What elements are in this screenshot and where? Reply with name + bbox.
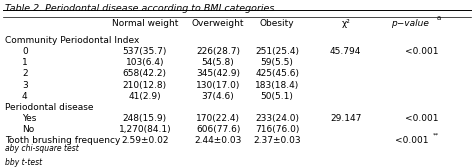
Text: 248(15.9): 248(15.9) (123, 114, 167, 123)
Text: Tooth brushing frequency: Tooth brushing frequency (5, 136, 121, 145)
Text: Table 2. Periodontal disease according to BMI categories: Table 2. Periodontal disease according t… (5, 4, 275, 13)
Text: 50(5.1): 50(5.1) (261, 92, 293, 101)
Text: 37(4.6): 37(4.6) (202, 92, 235, 101)
Text: Overweight: Overweight (192, 19, 244, 28)
Text: 183(18.4): 183(18.4) (255, 81, 299, 90)
Text: 226(28.7): 226(28.7) (196, 47, 240, 56)
Text: a: a (437, 15, 441, 21)
Text: 29.147: 29.147 (330, 114, 361, 123)
Text: p−value: p−value (391, 19, 428, 28)
Text: Community Periodontal Index: Community Periodontal Index (5, 36, 140, 45)
Text: 658(42.2): 658(42.2) (123, 69, 167, 78)
Text: 3: 3 (22, 81, 27, 90)
Text: 41(2.9): 41(2.9) (128, 92, 161, 101)
Text: <0.001: <0.001 (395, 136, 428, 145)
Text: **: ** (432, 132, 438, 137)
Text: 103(6.4): 103(6.4) (126, 58, 164, 67)
Text: Normal weight: Normal weight (112, 19, 178, 28)
Text: 345(42.9): 345(42.9) (196, 69, 240, 78)
Text: 59(5.5): 59(5.5) (261, 58, 293, 67)
Text: 2.59±0.02: 2.59±0.02 (121, 136, 169, 145)
Text: 45.794: 45.794 (330, 47, 361, 56)
Text: Obesity: Obesity (260, 19, 294, 28)
Text: 4: 4 (22, 92, 27, 101)
Text: aby chi-square test: aby chi-square test (5, 143, 79, 152)
Text: No: No (22, 125, 34, 134)
Text: 210(12.8): 210(12.8) (123, 81, 167, 90)
Text: 130(17.0): 130(17.0) (196, 81, 240, 90)
Text: 1,270(84.1): 1,270(84.1) (118, 125, 171, 134)
Text: bby t-test: bby t-test (5, 158, 43, 167)
Text: 0: 0 (22, 47, 27, 56)
Text: Yes: Yes (22, 114, 36, 123)
Text: 537(35.7): 537(35.7) (123, 47, 167, 56)
Text: 1: 1 (22, 58, 27, 67)
Text: 2.37±0.03: 2.37±0.03 (254, 136, 301, 145)
Text: 54(5.8): 54(5.8) (202, 58, 235, 67)
Text: 716(76.0): 716(76.0) (255, 125, 300, 134)
Text: 2.44±0.03: 2.44±0.03 (194, 136, 242, 145)
Text: 251(25.4): 251(25.4) (255, 47, 299, 56)
Text: 2: 2 (22, 69, 27, 78)
Text: Periodontal disease: Periodontal disease (5, 103, 94, 112)
Text: <0.001: <0.001 (405, 47, 438, 56)
Text: 606(77.6): 606(77.6) (196, 125, 240, 134)
Text: 170(22.4): 170(22.4) (196, 114, 240, 123)
Text: <0.001: <0.001 (405, 114, 438, 123)
Text: χ²: χ² (341, 19, 350, 28)
Text: 233(24.0): 233(24.0) (255, 114, 299, 123)
Text: 425(45.6): 425(45.6) (255, 69, 299, 78)
